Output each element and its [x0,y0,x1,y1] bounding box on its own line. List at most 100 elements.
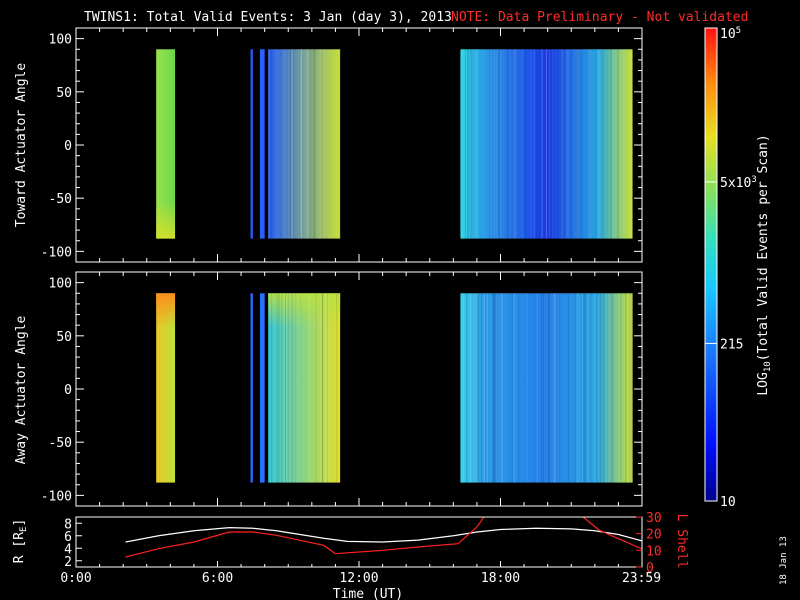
heatmap-streak [583,293,585,483]
heatmap-streak [299,293,301,483]
heatmap-streak [509,293,511,483]
colorbar [704,27,718,502]
heatmap-streak [309,293,311,483]
heatmap-streak [515,49,517,239]
heatmap-streak [336,293,338,483]
heatmap-block [268,49,341,239]
heatmap-streak [628,293,630,483]
heatmap-streak [487,293,489,483]
heatmap-streak [598,49,600,239]
heatmap-streak [540,49,542,239]
heatmap-streak [492,293,494,483]
heatmap-streak [322,293,324,483]
heatmap-streak [563,49,565,239]
heatmap-streak [525,49,527,239]
heatmap-streak [276,49,278,239]
heatmap-streak [501,293,503,483]
heatmap-streak [536,49,538,239]
colorbar-tick-label: 215 [720,337,743,352]
heatmap-streak [462,293,464,483]
heatmap-streak [630,49,632,239]
heatmap-block [156,293,176,483]
chart-title: TWINS1: Total Valid Events: 3 Jan (day 3… [84,10,452,25]
heatmap-streak [328,293,330,483]
lshell-line [125,517,485,558]
heatmap-block [460,293,633,483]
heatmap-streak [557,49,559,239]
x-tick-label: 0:00 [60,571,91,586]
heatmap-streak [595,49,597,239]
away-angle-ylabel: Away Actuator Angle [14,315,29,464]
heatmap-streak [268,49,270,239]
lshell-tick-label: 10 [646,544,662,559]
radius-tick-label: 6 [64,530,72,545]
heatmap-streak [284,293,286,483]
heatmap-streak [313,49,315,239]
heatmap-streak [513,293,515,483]
heatmap-streak [545,49,547,239]
heatmap-streak [508,49,510,239]
heatmap-streak [470,293,472,483]
heatmap-streak [595,293,597,483]
radius-line [125,527,642,543]
date-stamp: 18 Jan 13 [779,536,789,585]
heatmap-streak [581,293,583,483]
heatmap-streak [610,49,612,239]
heatmap-streak [586,49,588,239]
heatmap-tint [156,200,176,239]
heatmap-streak [618,293,620,483]
preliminary-note: NOTE: Data Preliminary - Not validated [451,10,748,25]
heatmap-streak [597,49,599,239]
heatmap-streak [298,293,300,483]
heatmap-streak [548,293,550,483]
heatmap-streak [514,49,516,239]
heatmap-streak [615,293,617,483]
heatmap-streak [478,293,480,483]
heatmap-streak [518,293,520,483]
heatmap-streak [472,49,474,239]
heatmap-streak [550,49,552,239]
heatmap-streak [289,49,291,239]
heatmap-streak [490,293,492,483]
heatmap-streak [584,293,586,483]
y-tick-label: 50 [56,330,72,345]
colorbar-label-base: LOG [756,372,771,396]
heatmap-block [259,293,265,483]
heatmap-streak [284,49,286,239]
heatmap-streak [291,49,293,239]
heatmap-streak [513,49,515,239]
colorbar-label-sub: 10 [763,361,773,372]
heatmap-streak [618,293,620,483]
heatmap-streak [576,49,578,239]
radius-ylabel-rest: ] [12,519,27,527]
heatmap-streak [496,49,498,239]
heatmap-streak [612,293,614,483]
heatmap-streak [547,293,549,483]
heatmap-streak [554,293,556,483]
heatmap-streak [606,293,608,483]
colorbar-label: LOG10(Total Valid Events per Scan) [756,134,773,395]
heatmap-streak [574,293,576,483]
lshell-ylabel: L Shell [674,514,689,569]
heatmap-streak [539,49,541,239]
heatmap-streak [547,293,549,483]
heatmap-streak [315,293,317,483]
y-tick-label: 50 [56,86,72,101]
heatmap-streak [568,293,570,483]
heatmap-streak [607,49,609,239]
heatmap-streak [599,293,601,483]
toward-angle-ylabel: Toward Actuator Angle [14,63,29,228]
heatmap-streak [590,49,592,239]
heatmap-streak [300,49,302,239]
heatmap-streak [479,293,481,483]
heatmap-streak [534,293,536,483]
y-tick-label: 0 [64,139,72,154]
heatmap-streak [466,293,468,483]
heatmap-streak [560,49,562,239]
heatmap-streak [607,293,609,483]
heatmap-streak [474,293,476,483]
heatmap-streak [308,49,310,239]
heatmap-streak [325,293,327,483]
lshell-tick-label: 20 [646,528,662,543]
heatmap-streak [547,49,549,239]
